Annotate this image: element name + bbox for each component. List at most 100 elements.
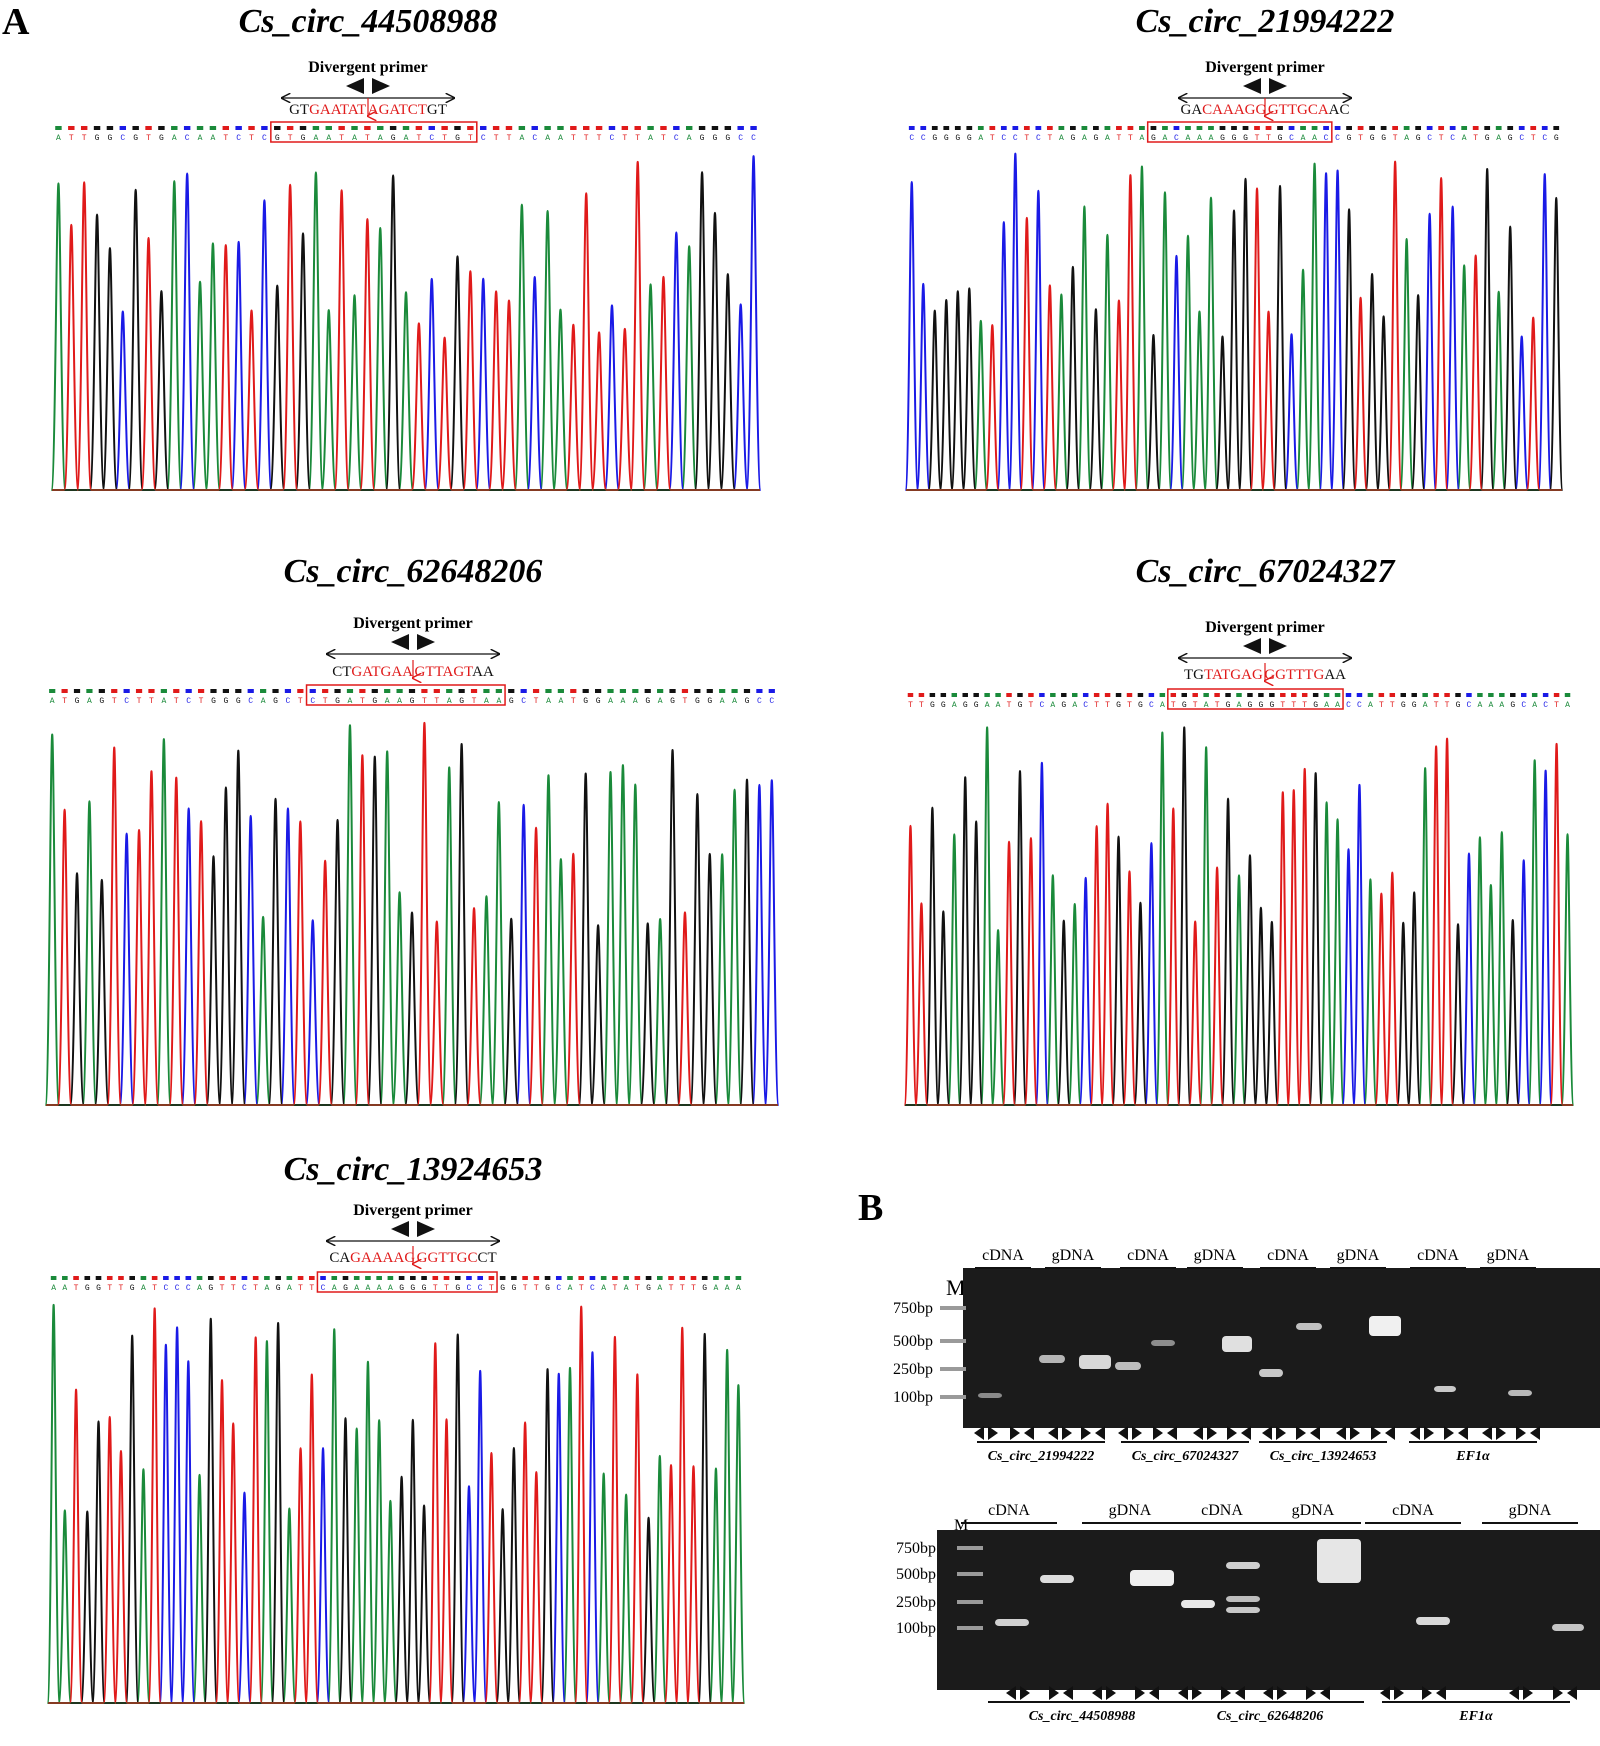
base-quality-mark [724,126,732,130]
base-call: A [397,697,402,706]
base-call: T [231,1284,236,1293]
base-quality-mark [973,693,979,697]
base-call: A [1059,134,1064,143]
base-quality-mark [495,689,502,693]
gel-band [978,1393,1002,1398]
base-quality-mark [377,126,384,130]
base-quality-mark [1061,693,1067,697]
base-call: G [85,1284,90,1293]
base-quality-mark [1208,126,1214,130]
divergent-primer-label: Divergent primer [308,59,428,76]
base-call: T [507,134,512,143]
base-call: C [757,697,762,706]
divergent-primer-icon [1092,1686,1116,1700]
gel-band [995,1619,1029,1626]
base-quality-mark [483,689,490,693]
divergent-primer-label: Divergent primer [353,1202,473,1219]
base-call: A [996,701,1001,710]
base-call: A [601,1284,606,1293]
base-call: G [700,134,705,143]
base-call: G [236,697,241,706]
base-call: T [661,134,666,143]
ladder-size-label: 750bp [893,1300,933,1317]
reverse-primer-arrow-icon [391,634,409,650]
base-call: T [669,1284,674,1293]
ladder-band [957,1572,983,1576]
base-call: G [1138,701,1143,710]
base-quality-mark [331,1276,338,1280]
base-quality-mark [1400,693,1406,697]
base-quality-mark [1530,126,1537,130]
base-quality-mark [1367,693,1374,697]
base-quality-mark [123,689,130,693]
base-call: G [1381,134,1386,143]
base-call: G [1116,701,1121,710]
base-quality-mark [1531,693,1538,697]
reverse-primer-arrow-icon [1243,78,1261,94]
base-call: A [332,1284,337,1293]
junction-sequence: CAGAAAAG GGTTGCCT [329,1250,496,1266]
base-call: T [534,1284,539,1293]
base-quality-mark [1542,693,1549,697]
base-quality-mark [966,126,973,130]
base-quality-mark [376,1276,382,1280]
gel-band [1369,1316,1401,1336]
base-quality-mark [701,1276,708,1280]
base-quality-mark [679,1276,686,1280]
base-quality-mark [1247,693,1253,697]
base-quality-mark [621,126,629,130]
base-quality-mark [1334,693,1341,697]
gel-band [1181,1600,1215,1608]
junction-sequence: CTGATGAA GTTAGTAA [332,664,494,680]
base-quality-mark [119,126,127,130]
base-quality-mark [230,1276,237,1280]
forward-primer-arrow-icon [417,1221,435,1237]
trace-A [906,162,1562,491]
base-quality-mark [1277,126,1283,130]
base-call: T [1215,701,1220,710]
base-call: C [429,134,434,143]
base-call: T [323,697,328,706]
base-quality-mark [346,689,354,693]
base-call: A [1565,701,1570,710]
base-call: G [511,1284,516,1293]
trace-G [48,1317,744,1704]
base-call: G [133,134,138,143]
base-quality-mark [1023,126,1030,130]
base-quality-mark [408,689,416,693]
base-quality-mark [284,689,292,693]
base-quality-mark [685,126,693,130]
base-call: G [670,697,675,706]
chromatogram-title: Cs_circ_13924653 [284,1151,543,1188]
base-call: A [714,1284,719,1293]
ladder-size-label: 500bp [893,1333,933,1350]
base-call: T [434,697,439,706]
base-call: T [74,1284,79,1293]
base-quality-mark [1046,126,1053,130]
forward-primer-arrow-icon [1269,78,1287,94]
base-call: T [298,1284,303,1293]
base-quality-mark [371,689,378,693]
base-call: C [1001,134,1006,143]
base-quality-mark [608,126,616,130]
base-call: T [253,1284,258,1293]
base-quality-mark [1484,126,1491,130]
base-quality-mark [544,126,551,130]
base-quality-mark [260,689,267,693]
panel-label-b: B [858,1187,883,1229]
base-call: G [645,697,650,706]
base-call: T [339,134,344,143]
base-quality-mark [1006,693,1012,697]
base-call: G [410,697,415,706]
base-call: C [1289,134,1294,143]
base-call: C [1521,701,1526,710]
trace-T [903,737,1573,1106]
base-quality-mark [532,689,540,693]
base-call: A [725,1284,730,1293]
base-quality-mark [264,1276,270,1280]
base-quality-mark [272,689,279,693]
base-quality-mark [908,126,915,130]
base-call: C [186,1284,191,1293]
